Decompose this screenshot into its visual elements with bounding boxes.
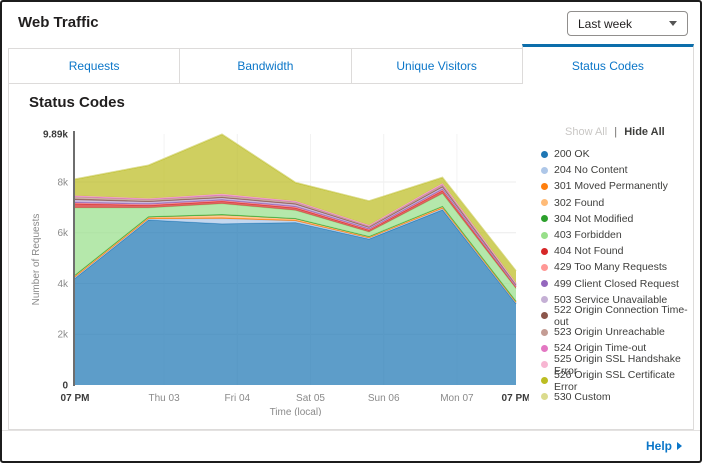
legend-dot-icon bbox=[541, 166, 548, 174]
legend-label: 499 Client Closed Request bbox=[554, 277, 679, 290]
svg-text:Time (local): Time (local) bbox=[270, 407, 322, 416]
legend-label: 204 No Content bbox=[554, 164, 628, 177]
svg-text:9.89k: 9.89k bbox=[43, 130, 68, 141]
period-dropdown-value: Last week bbox=[578, 16, 633, 31]
legend-dot-icon bbox=[541, 215, 548, 223]
legend-dot-icon bbox=[541, 199, 548, 207]
triangle-right-icon bbox=[677, 442, 682, 450]
svg-text:8k: 8k bbox=[57, 177, 69, 188]
legend-item[interactable]: 503 Service Unavailable bbox=[541, 292, 693, 308]
legend-dot-icon bbox=[541, 377, 548, 385]
period-dropdown[interactable]: Last week bbox=[567, 11, 688, 36]
help-link[interactable]: Help bbox=[646, 439, 682, 453]
legend-item[interactable]: 304 Not Modified bbox=[541, 211, 693, 227]
legend-item[interactable]: 523 Origin Unreachable bbox=[541, 324, 693, 340]
svg-text:Sun 06: Sun 06 bbox=[368, 393, 400, 404]
legend-label: 301 Moved Permanently bbox=[554, 180, 668, 193]
svg-text:Mon 07: Mon 07 bbox=[440, 393, 474, 404]
legend-label: 522 Origin Connection Time-out bbox=[554, 303, 688, 328]
legend-item[interactable]: 522 Origin Connection Time-out bbox=[541, 304, 693, 328]
legend-separator: | bbox=[614, 126, 618, 138]
legend-item[interactable]: 404 Not Found bbox=[541, 243, 693, 259]
chart-card: Status Codes 0 2k 4k 6k 8k 9.89k 07 PM Thu 03 Fr… bbox=[8, 84, 694, 430]
legend-item[interactable]: 403 Forbidden bbox=[541, 227, 693, 243]
svg-text:6k: 6k bbox=[57, 228, 69, 239]
tab-unique-visitors[interactable]: Unique Visitors bbox=[350, 48, 523, 84]
svg-text:Thu 03: Thu 03 bbox=[149, 393, 181, 404]
status-codes-chart: 0 2k 4k 6k 8k 9.89k 07 PM Thu 03 Fri 04 Sat 05 Sun… bbox=[13, 120, 530, 419]
page-title: Web Traffic bbox=[18, 14, 99, 31]
legend-dot-icon bbox=[541, 247, 548, 255]
tab-bandwidth[interactable]: Bandwidth bbox=[179, 48, 352, 84]
legend-dot-icon bbox=[541, 182, 548, 190]
legend-controls: Show All | Hide All bbox=[541, 126, 693, 142]
footer: Help bbox=[2, 430, 700, 461]
tab-bar: Requests Bandwidth Unique Visitors Status C… bbox=[8, 44, 694, 84]
legend-item[interactable]: 524 Origin Time-out bbox=[541, 340, 693, 356]
svg-text:0: 0 bbox=[62, 381, 68, 392]
svg-text:07 PM: 07 PM bbox=[61, 393, 90, 404]
legend-dot-icon bbox=[541, 312, 548, 320]
tab-status-codes[interactable]: Status Codes bbox=[521, 44, 694, 84]
legend-dot-icon bbox=[541, 393, 548, 401]
legend-dot-icon bbox=[541, 231, 548, 239]
help-label: Help bbox=[645, 439, 672, 453]
legend-dot-icon bbox=[541, 263, 548, 271]
legend-label: 404 Not Found bbox=[554, 245, 624, 258]
show-all-link[interactable]: Show All bbox=[565, 126, 608, 138]
chart-legend: Show All | Hide All 200 OK 204 No Content… bbox=[541, 126, 693, 405]
legend-label: 503 Service Unavailable bbox=[554, 293, 668, 306]
legend-item[interactable]: 526 Origin SSL Certificate Error bbox=[541, 369, 693, 393]
legend-item[interactable]: 530 Custom bbox=[541, 389, 693, 405]
svg-text:2k: 2k bbox=[57, 330, 69, 341]
hide-all-link[interactable]: Hide All bbox=[624, 126, 665, 138]
tab-requests[interactable]: Requests bbox=[8, 48, 181, 84]
legend-items: 200 OK 204 No Content 301 Moved Permanentl… bbox=[541, 146, 693, 405]
legend-label: 403 Forbidden bbox=[554, 229, 622, 242]
legend-item[interactable]: 499 Client Closed Request bbox=[541, 276, 693, 292]
legend-dot-icon bbox=[541, 328, 548, 336]
legend-item[interactable]: 302 Found bbox=[541, 195, 693, 211]
legend-dot-icon bbox=[541, 296, 548, 304]
legend-label: 525 Origin SSL Handshake Error bbox=[554, 352, 681, 377]
svg-text:Number of Requests: Number of Requests bbox=[31, 214, 42, 306]
legend-label: 304 Not Modified bbox=[554, 212, 634, 225]
legend-dot-icon bbox=[541, 280, 548, 288]
legend-item[interactable]: 301 Moved Permanently bbox=[541, 178, 693, 194]
legend-label: 530 Custom bbox=[554, 390, 611, 403]
caret-down-icon bbox=[669, 21, 677, 26]
legend-label: 429 Too Many Requests bbox=[554, 261, 668, 274]
svg-text:Fri 04: Fri 04 bbox=[225, 393, 251, 404]
chart-title: Status Codes bbox=[29, 94, 125, 111]
svg-text:07 PM: 07 PM bbox=[502, 393, 529, 404]
legend-label: 523 Origin Unreachable bbox=[554, 326, 665, 339]
legend-label: 200 OK bbox=[554, 148, 590, 161]
legend-dot-icon bbox=[541, 150, 548, 158]
svg-text:4k: 4k bbox=[57, 279, 69, 290]
legend-label: 524 Origin Time-out bbox=[554, 342, 647, 355]
legend-dot-icon bbox=[541, 344, 548, 352]
legend-item[interactable]: 429 Too Many Requests bbox=[541, 259, 693, 275]
svg-text:Sat 05: Sat 05 bbox=[296, 393, 325, 404]
legend-item[interactable]: 525 Origin SSL Handshake Error bbox=[541, 353, 693, 377]
legend-dot-icon bbox=[541, 361, 548, 369]
legend-label: 302 Found bbox=[554, 196, 605, 209]
legend-label: 526 Origin SSL Certificate Error bbox=[554, 368, 676, 393]
legend-item[interactable]: 204 No Content bbox=[541, 162, 693, 178]
legend-item[interactable]: 200 OK bbox=[541, 146, 693, 162]
